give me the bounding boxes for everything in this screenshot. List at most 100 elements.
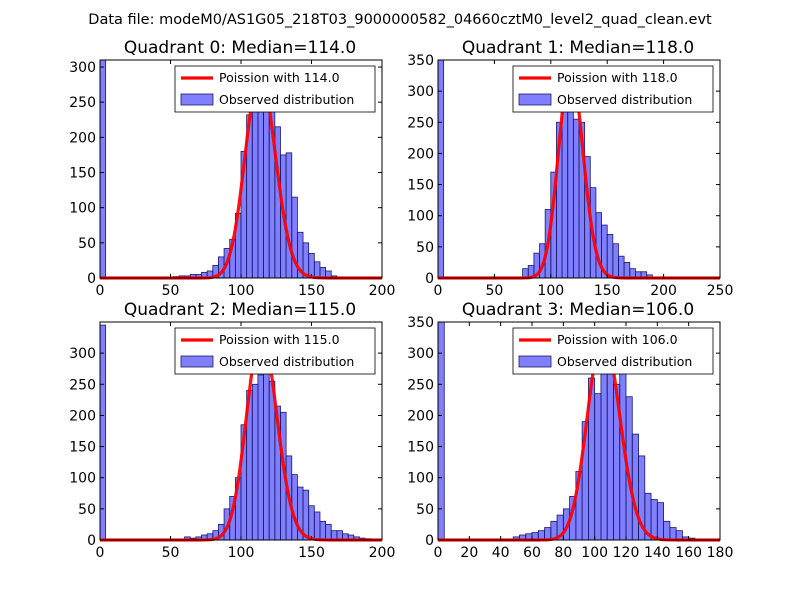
quadrant-2-title: Quadrant 2: Median=115.0 bbox=[124, 300, 356, 320]
quadrant-1-legend-bar-swatch bbox=[518, 93, 552, 106]
quadrant-0-y-tick-label: 300 bbox=[69, 60, 96, 76]
quadrant-0-y-tick-label: 250 bbox=[69, 95, 96, 111]
quadrant-0-legend-bar-swatch bbox=[180, 93, 214, 106]
quadrant-0-bar bbox=[257, 87, 264, 279]
quadrant-1-legend-bar-label: Observed distribution bbox=[557, 92, 692, 107]
quadrant-0-x-tick-label: 200 bbox=[369, 283, 396, 299]
quadrant-3-y-tick-label: 350 bbox=[407, 315, 434, 331]
quadrant-1-title: Quadrant 1: Median=118.0 bbox=[462, 38, 694, 58]
quadrant-0-legend-line-label: Poission with 114.0 bbox=[219, 70, 340, 85]
quadrant-3-title: Quadrant 3: Median=106.0 bbox=[462, 300, 694, 320]
quadrant-2-legend-bar-label: Observed distribution bbox=[219, 354, 354, 369]
quadrant-3-axes-frame bbox=[437, 321, 721, 541]
quadrant-2-bar bbox=[99, 324, 107, 541]
quadrant-1-x-tick-label: 200 bbox=[650, 283, 677, 299]
quadrant-2-bar bbox=[319, 520, 326, 541]
quadrant-3-bar bbox=[600, 352, 608, 541]
quadrant-2-x-tick-label: 200 bbox=[369, 545, 396, 561]
quadrant-3-x-tick-label: 120 bbox=[613, 545, 640, 561]
quadrant-2-bar bbox=[313, 511, 321, 541]
quadrant-1-x-tick-label: 100 bbox=[537, 283, 564, 299]
quadrant-1-plot-area: 0 50 100 150 200 250 0 50 100 150 200 250 300 350 bbox=[407, 53, 733, 299]
quadrant-3-bar bbox=[594, 393, 602, 541]
quadrant-3-x-tick-label: 100 bbox=[581, 545, 608, 561]
quadrant-0-x-tick-label: 100 bbox=[228, 283, 255, 299]
quadrant-1-y-tick-label: 300 bbox=[407, 84, 434, 100]
quadrant-2-y-tick-label: 200 bbox=[69, 408, 96, 424]
quadrant-2-legend-box bbox=[174, 327, 376, 375]
quadrant-1-y-tick-label: 200 bbox=[407, 146, 434, 162]
quadrant-2-y-tick-label: 300 bbox=[69, 346, 96, 362]
quadrant-1-legend: Poission with 118.0 Observed distributio… bbox=[512, 65, 714, 113]
quadrant-3-y-tick-label: 300 bbox=[407, 346, 434, 362]
quadrant-0-y-tick-label: 200 bbox=[69, 130, 96, 146]
quadrant-2-bar bbox=[325, 524, 332, 541]
quadrant-1-y-tick-label: 350 bbox=[407, 53, 434, 69]
quadrant-3-bar bbox=[650, 499, 658, 541]
quadrant-2-y-tick-label: 50 bbox=[78, 502, 96, 518]
quadrant-1-y-tick-label: 50 bbox=[416, 240, 434, 256]
quadrant-2-plot-area: 0 50 100 150 200 0 50 100 150 200 250 300 bbox=[69, 321, 396, 561]
quadrant-2-y-tick-label: 0 bbox=[87, 533, 96, 549]
quadrant-1-bar bbox=[437, 59, 445, 279]
quadrant-2-bar bbox=[308, 505, 315, 541]
quadrant-3-legend-bar-label: Observed distribution bbox=[557, 354, 692, 369]
quadrant-1-x-tick-label: 150 bbox=[594, 283, 621, 299]
quadrant-3-bar bbox=[669, 527, 677, 541]
quadrant-1-y-tick-label: 150 bbox=[407, 178, 434, 194]
quadrant-1-bar bbox=[567, 106, 574, 279]
quadrant-2-y-tick-label: 250 bbox=[69, 377, 96, 393]
quadrant-3-y-tick-label: 50 bbox=[416, 502, 434, 518]
quadrant-3-legend-line-label: Poission with 106.0 bbox=[557, 332, 678, 347]
quadrant-3-x-tick-label: 0 bbox=[434, 545, 443, 561]
quadrant-2-legend-bar-swatch bbox=[180, 355, 214, 368]
quadrant-0-bar bbox=[99, 59, 107, 279]
quadrant-1-y-tick-label: 250 bbox=[407, 115, 434, 131]
quadrant-0-legend: Poission with 114.0 Observed distributio… bbox=[174, 65, 376, 113]
quadrant-1-x-tick-label: 50 bbox=[485, 283, 503, 299]
quadrant-3-x-tick-label: 20 bbox=[460, 545, 478, 561]
quadrant-1-y-tick-label: 0 bbox=[425, 271, 434, 287]
quadrant-1-bar bbox=[623, 262, 631, 279]
quadrant-3-bar bbox=[656, 502, 665, 541]
quadrant-3-x-tick-label: 80 bbox=[554, 545, 572, 561]
quadrant-1-bar bbox=[606, 233, 614, 279]
quadrant-0-bar bbox=[285, 152, 293, 279]
quadrant-3-x-tick-label: 160 bbox=[675, 545, 702, 561]
quadrant-1-x-tick-label: 250 bbox=[707, 283, 734, 299]
quadrant-2-panel: Quadrant 2: Median=115.0 0 50 100 150 200 0 50… bbox=[69, 300, 395, 561]
quadrant-3-y-tick-label: 150 bbox=[407, 440, 434, 456]
quadrant-1-panel: Quadrant 1: Median=118.0 0 50 100 150 200 250… bbox=[407, 38, 733, 299]
quadrant-3-plot-area: 0 20 40 60 80 100 120 140 160 180 0 50 100 150 200 250 3… bbox=[407, 315, 733, 561]
quadrant-3-y-tick-label: 250 bbox=[407, 377, 434, 393]
quadrant-3-legend-bar-swatch bbox=[518, 355, 552, 368]
quadrant-3-bar bbox=[663, 520, 671, 541]
quadrant-0-y-tick-label: 0 bbox=[87, 271, 96, 287]
quadrant-2-bar bbox=[257, 374, 264, 541]
quadrant-3-legend: Poission with 106.0 Observed distributio… bbox=[512, 327, 714, 375]
quadrant-0-title: Quadrant 0: Median=114.0 bbox=[124, 38, 356, 58]
quadrant-3-bar bbox=[631, 433, 639, 541]
quadrant-0-plot-area: 0 50 100 150 200 0 50 100 150 200 250 300 bbox=[69, 59, 396, 299]
quadrant-3-y-tick-label: 200 bbox=[407, 408, 434, 424]
quadrant-3-x-tick-label: 40 bbox=[492, 545, 510, 561]
quadrant-2-y-tick-label: 150 bbox=[69, 440, 96, 456]
quadrant-0-y-tick-label: 150 bbox=[69, 166, 96, 182]
quadrant-3-x-tick-label: 140 bbox=[644, 545, 671, 561]
quadrant-3-x-tick-label: 60 bbox=[523, 545, 541, 561]
quadrant-1-legend-line-label: Poission with 118.0 bbox=[557, 70, 678, 85]
figure-title: Data file: modeM0/AS1G05_218T03_90000005… bbox=[88, 12, 712, 28]
quadrant-1-bar bbox=[618, 255, 625, 279]
quadrant-1-x-tick-label: 0 bbox=[434, 283, 443, 299]
quadrant-0-legend-bar-label: Observed distribution bbox=[219, 92, 354, 107]
quadrant-0-bar bbox=[251, 105, 259, 279]
quadrant-0-bar bbox=[313, 261, 321, 279]
quadrant-1-y-tick-label: 100 bbox=[407, 209, 434, 225]
quadrant-3-panel: Quadrant 3: Median=106.0 0 20 40 60 80 100 120… bbox=[407, 300, 733, 561]
quadrant-0-y-tick-label: 50 bbox=[78, 236, 96, 252]
quadrant-3-y-tick-label: 100 bbox=[407, 471, 434, 487]
quadrant-3-y-tick-label: 0 bbox=[425, 533, 434, 549]
quadrant-0-x-tick-label: 50 bbox=[162, 283, 180, 299]
quadrant-2-bar bbox=[251, 383, 259, 541]
